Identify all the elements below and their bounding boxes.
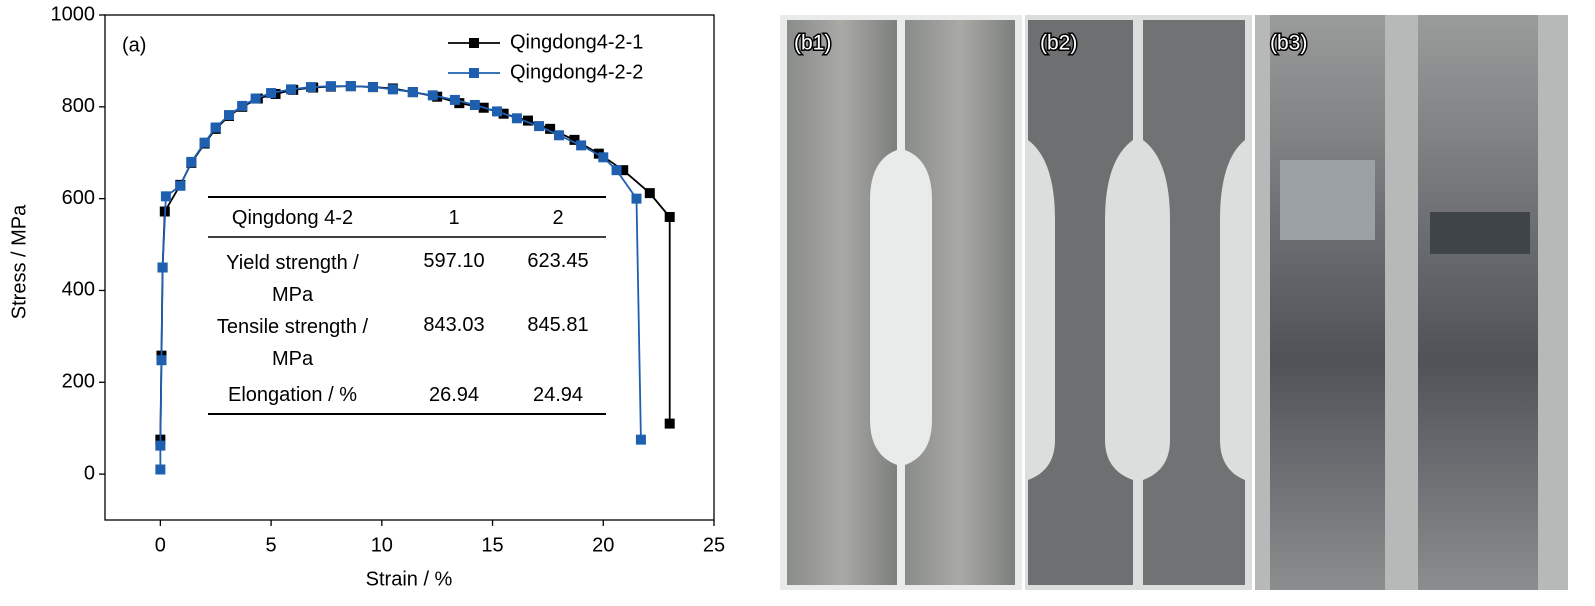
x-tick-label: 10 xyxy=(371,534,393,556)
photo-label: (b2) xyxy=(1040,32,1077,55)
table-cell-text: Yield strength / MPa xyxy=(226,252,359,306)
table-cell-text: 845.81 xyxy=(527,314,589,336)
marker xyxy=(157,262,168,273)
table-cell: 845.81 xyxy=(527,314,589,336)
legend-marker xyxy=(469,68,479,78)
fracture xyxy=(1280,160,1375,240)
marker xyxy=(250,93,261,104)
table-cell-text: 623.45 xyxy=(527,250,589,272)
marker xyxy=(407,87,418,98)
y-axis-label: Stress / MPa xyxy=(8,204,30,319)
x-tick-label: 20 xyxy=(592,534,614,556)
legend-marker xyxy=(469,38,479,48)
marker xyxy=(175,180,186,191)
marker xyxy=(155,464,166,475)
marker xyxy=(325,81,336,92)
marker xyxy=(237,100,248,111)
specimen xyxy=(787,20,897,585)
marker xyxy=(491,106,502,117)
table-cell: Elongation / % xyxy=(228,384,357,406)
legend-label: Qingdong4-2-1 xyxy=(510,31,643,53)
table-cell: 24.94 xyxy=(532,384,584,406)
marker xyxy=(186,156,197,167)
marker xyxy=(522,115,533,126)
table-cell-text: 24.94 xyxy=(532,384,584,406)
marker xyxy=(156,355,167,366)
marker xyxy=(367,82,378,93)
table-cell-text: Tensile strength / MPa xyxy=(216,316,369,370)
table-cell: 2 xyxy=(552,207,564,229)
panel-label: (a) xyxy=(122,34,146,56)
table-cell-text: 1 xyxy=(448,207,460,229)
specimen xyxy=(1143,20,1245,585)
fracture xyxy=(1430,212,1530,254)
y-tick-label: 600 xyxy=(62,187,95,209)
table-cell: 1 xyxy=(448,207,460,229)
marker xyxy=(569,134,580,145)
y-tick-label: 0 xyxy=(84,462,95,484)
table-cell: 843.03 xyxy=(423,314,485,336)
photo-label: (b1) xyxy=(794,32,831,55)
table-cell-text: Qingdong 4-2 xyxy=(231,207,354,229)
y-tick-label: 1000 xyxy=(51,3,96,25)
legend-label: Qingdong4-2-2 xyxy=(510,61,643,83)
marker xyxy=(224,110,235,121)
specimen xyxy=(905,20,1015,585)
table-cell: 597.10 xyxy=(423,250,485,272)
marker xyxy=(644,188,655,199)
y-tick-label: 200 xyxy=(62,371,95,393)
x-tick-label: 5 xyxy=(266,534,277,556)
marker xyxy=(199,137,210,148)
marker xyxy=(664,418,675,429)
photo-label: (b3) xyxy=(1270,32,1307,55)
marker xyxy=(286,84,297,95)
marker xyxy=(635,434,646,445)
table-cell: Qingdong 4-2 xyxy=(231,207,354,229)
specimen xyxy=(1028,20,1133,585)
marker xyxy=(511,113,522,124)
marker xyxy=(598,152,609,163)
marker xyxy=(155,440,166,451)
table-cell: 623.45 xyxy=(527,250,589,272)
x-tick-label: 15 xyxy=(481,534,503,556)
table-cell: 26.94 xyxy=(428,384,480,406)
marker xyxy=(618,165,629,176)
table-cell-text: 2 xyxy=(552,207,564,229)
marker xyxy=(611,165,622,176)
table-cell: Tensile strength / MPa xyxy=(216,316,369,370)
marker xyxy=(160,191,171,202)
marker xyxy=(664,212,675,222)
table-cell-text: Elongation / % xyxy=(228,384,357,406)
marker xyxy=(210,122,221,133)
specimen xyxy=(1418,15,1538,590)
table-cell-text: 843.03 xyxy=(423,314,485,336)
table-cell-text: 26.94 xyxy=(428,384,480,406)
marker xyxy=(576,140,587,151)
marker xyxy=(545,123,556,134)
specimen xyxy=(1270,15,1385,590)
table-cell-text: 597.10 xyxy=(423,250,485,272)
marker xyxy=(345,81,356,92)
marker xyxy=(427,90,438,101)
marker xyxy=(469,99,480,110)
marker xyxy=(534,121,545,132)
marker xyxy=(387,84,398,95)
marker xyxy=(449,94,460,105)
y-tick-label: 400 xyxy=(62,279,95,301)
x-tick-label: 0 xyxy=(155,534,166,556)
x-tick-label: 25 xyxy=(703,534,725,556)
marker xyxy=(305,82,316,93)
marker xyxy=(553,130,564,141)
plot-frame xyxy=(104,14,715,521)
y-tick-label: 800 xyxy=(62,95,95,117)
marker xyxy=(631,193,642,204)
photo-panel: (b1) (b2) (b3) xyxy=(780,15,1568,590)
table-cell: Yield strength / MPa xyxy=(226,252,359,306)
marker xyxy=(266,88,277,99)
x-axis-label: Strain / % xyxy=(366,568,453,590)
